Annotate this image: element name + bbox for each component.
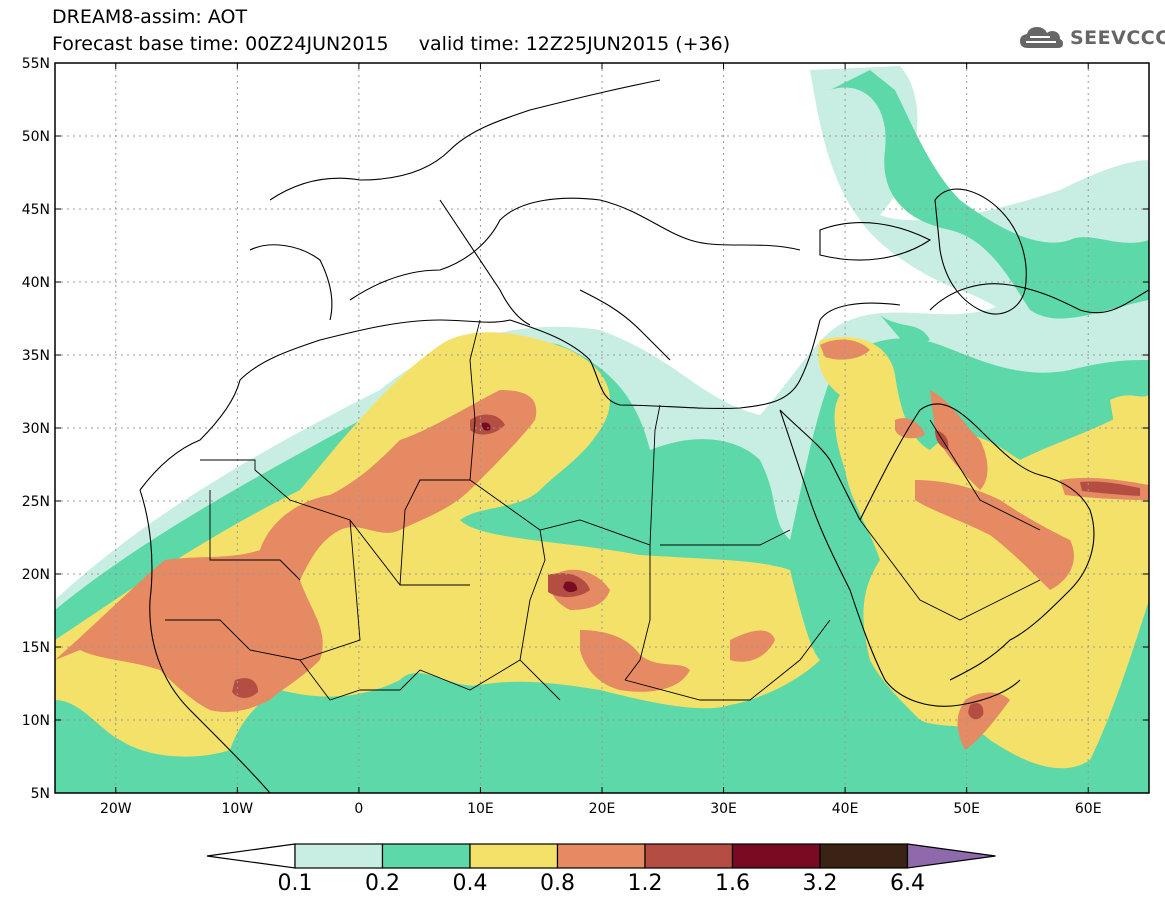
- colorbar-swatch: [294, 843, 384, 869]
- lon-tick-label: 30E: [710, 801, 737, 817]
- colorbar-label: 1.6: [715, 871, 750, 896]
- colorbar-swatch: [644, 843, 734, 869]
- aot-level-1.6: [481, 422, 578, 593]
- colorbar-swatch: [381, 843, 471, 869]
- lon-tick-label: 50E: [953, 801, 980, 817]
- valid-time-text: valid time: 12Z25JUN2015 (+36): [418, 33, 731, 55]
- colorbar-label: 1.2: [628, 871, 663, 896]
- lat-tick-label: 5N: [31, 786, 50, 802]
- forecast-subtitle: Forecast base time: 00Z24JUN2015 valid t…: [52, 33, 730, 55]
- lat-tick-label: 30N: [22, 421, 50, 437]
- lat-tick-label: 35N: [22, 348, 50, 364]
- colorbar-label: 6.4: [890, 871, 925, 896]
- latitude-axis: 55N 50N 45N 40N 35N 30N 25N 20N 15N 10N 5N: [22, 56, 1149, 802]
- aot-field: [55, 63, 1149, 793]
- logo-text: SEEVCCC: [1070, 27, 1165, 49]
- lon-tick-label: 40E: [832, 801, 859, 817]
- lat-tick-label: 25N: [22, 494, 50, 510]
- colorbar-label: 0.4: [453, 871, 488, 896]
- longitude-axis: 20W 10W 0 10E 20E 30E 40E 50E 60E: [100, 63, 1102, 817]
- colorbar-label: 0.8: [540, 871, 575, 896]
- lon-tick-label: 0: [354, 801, 363, 817]
- colorbar-label: 0.1: [278, 871, 313, 896]
- graticule: [55, 63, 1149, 793]
- coastlines: [139, 79, 1149, 793]
- political-borders: [165, 319, 1041, 701]
- lon-tick-label: 60E: [1075, 801, 1102, 817]
- colorbar-swatch: [556, 843, 646, 869]
- base-time-text: Forecast base time: 00Z24JUN2015: [52, 33, 389, 55]
- colorbar-swatch: [819, 843, 909, 869]
- lon-tick-label: 10W: [221, 801, 253, 817]
- lon-tick-label: 10E: [467, 801, 494, 817]
- lat-tick-label: 45N: [22, 202, 50, 218]
- lat-tick-label: 10N: [22, 713, 50, 729]
- lat-tick-label: 20N: [22, 567, 50, 583]
- lat-tick-label: 55N: [22, 56, 50, 72]
- lat-tick-label: 50N: [22, 129, 50, 145]
- lon-tick-label: 20E: [589, 801, 616, 817]
- colorbar-label: 0.2: [365, 871, 400, 896]
- colorbar-label: 3.2: [803, 871, 838, 896]
- colorbar-swatch: [469, 843, 559, 869]
- colorbar-under-arrow: [206, 843, 296, 869]
- seevccc-logo: SEEVCCC: [1018, 24, 1165, 52]
- colorbar-over-arrow: [906, 843, 996, 869]
- colorbar: 0.1 0.2 0.4 0.8 1.2 1.6 3.2 6.4: [206, 843, 996, 896]
- cloud-icon: [1020, 27, 1063, 48]
- colorbar-swatch: [731, 843, 821, 869]
- map-title: DREAM8-assim: AOT: [52, 6, 248, 28]
- lat-tick-label: 15N: [22, 640, 50, 656]
- lat-tick-label: 40N: [22, 275, 50, 291]
- lon-tick-label: 20W: [100, 801, 132, 817]
